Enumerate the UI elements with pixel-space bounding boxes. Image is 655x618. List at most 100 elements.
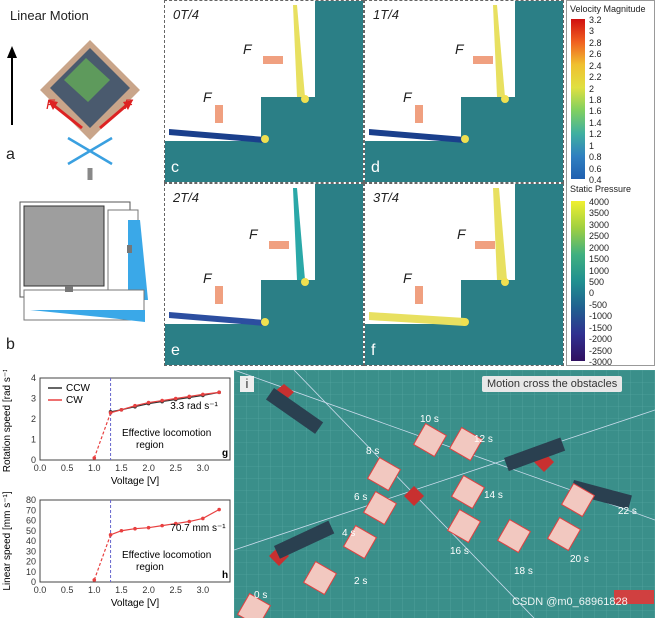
data-point <box>217 507 221 512</box>
x-tick-label: 2.5 <box>169 463 182 473</box>
x-tick-label: 1.0 <box>88 585 101 595</box>
panel-b-letter: b <box>6 336 15 353</box>
colorbar-tick: 0.8 <box>589 152 602 163</box>
panel-a-letter: a <box>6 146 15 163</box>
sim-d-arrow-2 <box>415 105 423 123</box>
data-point <box>108 411 113 415</box>
data-point <box>108 533 113 537</box>
sim-f-letter: f <box>371 342 376 359</box>
region-label: region <box>136 562 164 573</box>
colorbar-tick: -500 <box>589 299 608 310</box>
colorbar-tick: -3000 <box>589 357 613 367</box>
chart-letter: h <box>222 570 228 581</box>
pressure-colorbar-ticks: 4000 3500 3000 2500 2000 1500 1000 500 0 -500 -100… <box>589 197 649 367</box>
sim-d-force-1: F <box>455 41 464 57</box>
panel-i: i Motion cross the obstacles 0 s 2 s 4 s 6 … <box>234 370 655 618</box>
sim-d-force-2: F <box>403 89 412 105</box>
y-tick-label: 4 <box>31 373 36 383</box>
sim-e-arrow-1 <box>269 241 289 249</box>
colorbar-tick: -1500 <box>589 322 613 333</box>
sim-panel-f: 3T/4 F F f <box>364 183 564 366</box>
sim-e-force-2: F <box>203 270 212 286</box>
y-axis-label: Linear speed [mm s⁻¹] <box>2 492 13 591</box>
x-tick-label: 1.0 <box>88 463 101 473</box>
time-label: 8 s <box>366 446 380 457</box>
colorbar-tick: 500 <box>589 277 605 287</box>
legend-label: CW <box>66 395 83 406</box>
colorbar-tick: 3000 <box>589 219 610 230</box>
sim-d-field <box>365 1 563 182</box>
time-label: 0 s <box>254 590 268 601</box>
colorbar-tick: -2000 <box>589 334 613 345</box>
x-axis-label: Voltage [V] <box>111 598 160 609</box>
sim-e-field <box>165 184 363 365</box>
panel-a: Linear Motion F F a <box>0 0 160 180</box>
time-label: 12 s <box>474 434 493 445</box>
force-label-left: F <box>46 96 55 112</box>
x-tick-label: 2.5 <box>169 585 182 595</box>
time-label: 22 s <box>618 506 637 517</box>
panel-b: b <box>0 190 160 360</box>
region-label: Effective locomotion <box>122 428 211 439</box>
sim-grid: 0T/4 F F c 1T/4 F F d <box>164 0 564 366</box>
colorbar-tick: 3500 <box>589 208 610 219</box>
y-tick-label: 3 <box>31 394 36 404</box>
data-point <box>173 396 178 401</box>
data-point <box>146 525 151 530</box>
velocity-colorbar-title: Velocity Magnitude <box>570 4 646 14</box>
sim-c-force-2: F <box>203 89 212 105</box>
colorbar-tick: 2.8 <box>589 37 602 48</box>
colorbar-tick: 4000 <box>589 197 610 207</box>
series-line-dashed <box>93 534 112 581</box>
pressure-colorbar-title: Static Pressure <box>570 184 632 194</box>
sim-e-force-1: F <box>249 226 258 242</box>
x-tick-label: 0.5 <box>61 585 74 595</box>
legend-label: CCW <box>66 383 90 394</box>
sim-e-letter: e <box>171 342 180 359</box>
panel-a-title: Linear Motion <box>10 8 89 23</box>
robot-marker <box>302 560 338 596</box>
plot-frame <box>39 377 231 461</box>
sim-panel-c: 0T/4 F F c <box>164 0 364 183</box>
sim-c-letter: c <box>171 159 179 176</box>
panel-i-letter: i <box>240 376 254 392</box>
robot-marker <box>362 490 398 526</box>
robot-marker <box>236 592 272 618</box>
sim-f-arrow-2 <box>415 286 423 304</box>
robot-marker <box>446 508 482 544</box>
velocity-colorbar-ticks: 3.2 3 2.8 2.6 2.4 2.2 2 1.8 1.6 1.4 1.2 1 0.8 0.6 0.4 <box>589 15 649 185</box>
colorbar-tick: 1.4 <box>589 117 602 128</box>
region-label: Effective locomotion <box>122 550 211 561</box>
x-tick-label: 0.5 <box>61 463 74 473</box>
x-tick-label: 0.0 <box>34 585 47 595</box>
panel-i-photo <box>234 370 655 618</box>
colorbar-tick: 2.4 <box>589 60 602 71</box>
sim-d-arrow-1 <box>473 56 493 64</box>
sim-f-force-2: F <box>403 270 412 286</box>
sim-c-force-1: F <box>243 41 252 57</box>
colorbar-tick: 2.6 <box>589 49 602 60</box>
data-point <box>119 528 124 533</box>
annotation: 3.3 rad s⁻¹ <box>170 401 218 412</box>
annotation: 70.7 mm s⁻¹ <box>170 523 226 534</box>
sim-c-time: 0T/4 <box>173 7 200 22</box>
velocity-colorbar <box>571 19 585 179</box>
robot-marker <box>366 456 402 492</box>
watermark: CSDN @m0_68961828 <box>512 596 628 608</box>
data-point <box>146 400 151 405</box>
sim-c-arrow-2 <box>215 105 223 123</box>
data-point <box>119 407 124 412</box>
colorbar-tick: 2500 <box>589 231 610 242</box>
time-label: 10 s <box>420 414 439 425</box>
region-label: region <box>136 440 164 451</box>
sim-f-arrow-1 <box>475 241 495 249</box>
y-tick-label: 2 <box>31 414 36 424</box>
sim-f-time: 3T/4 <box>373 190 400 205</box>
y-tick-label: 60 <box>26 516 36 526</box>
data-point <box>187 394 192 399</box>
force-label-right: F <box>124 96 133 112</box>
data-point <box>133 403 137 408</box>
colorbar-tick: 1.6 <box>589 106 602 117</box>
colorbar-tick: -2500 <box>589 345 613 356</box>
